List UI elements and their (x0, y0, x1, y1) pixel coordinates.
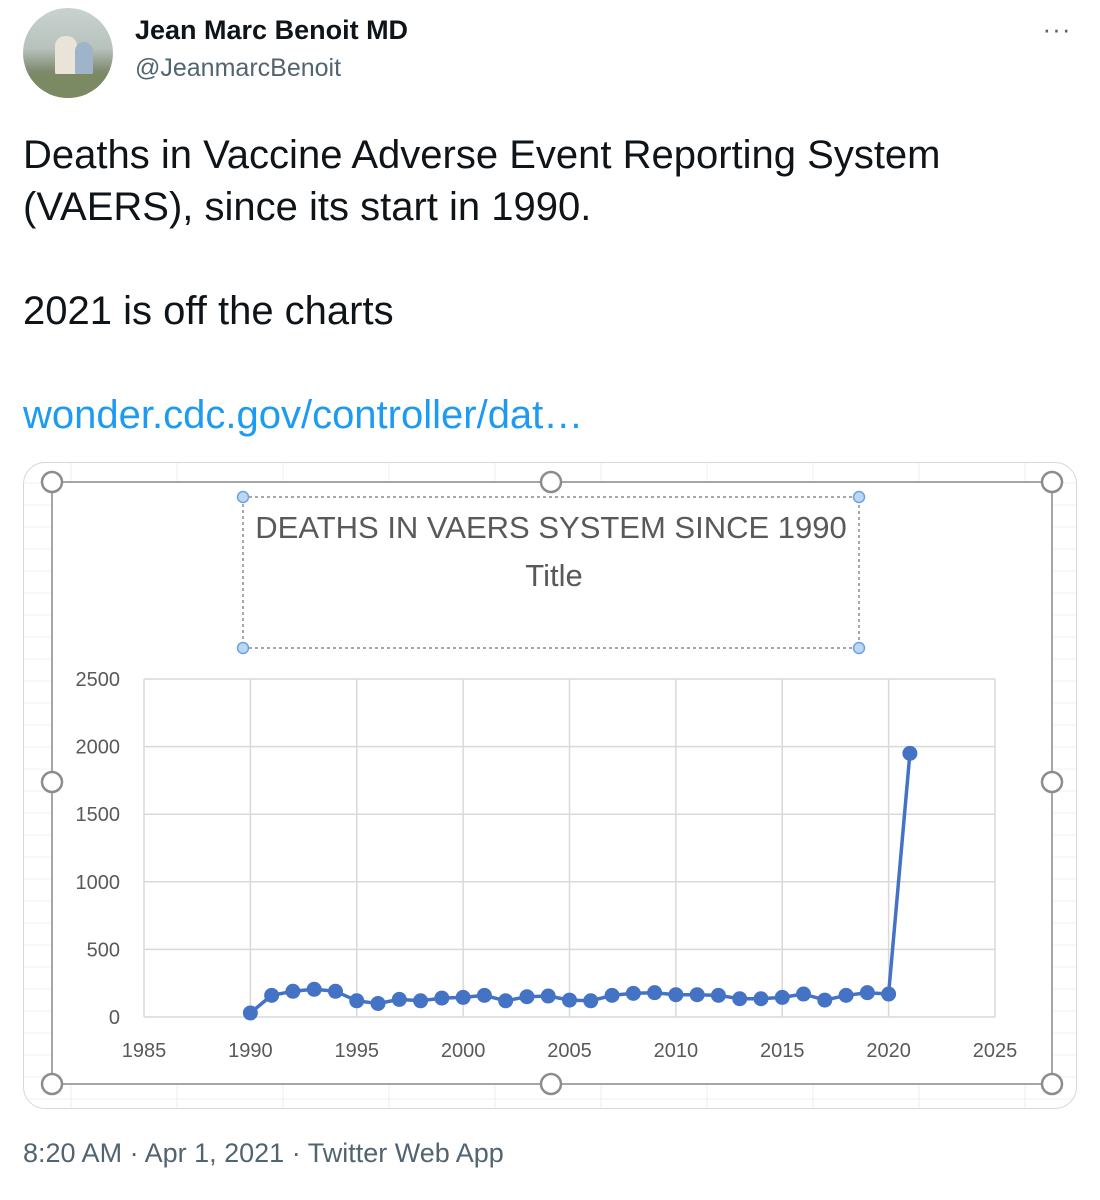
resize-handle-icon (40, 470, 64, 494)
chart: DEATHS IN VAERS SYSTEM SINCE 1990 Title … (24, 463, 1076, 1108)
resize-handle-icon (539, 470, 563, 494)
x-tick-label: 1990 (228, 1040, 273, 1062)
footer-separator: · (291, 1138, 301, 1168)
title-handle-icon (236, 641, 250, 655)
y-tick-label: 2500 (76, 669, 121, 691)
x-axis-ticks: 1985 1990 1995 2000 2005 2010 2015 2020 2025 (122, 1040, 1018, 1062)
data-point (327, 983, 343, 999)
resize-handle-icon (40, 770, 64, 794)
tweet-client[interactable]: Twitter Web App (307, 1138, 504, 1168)
y-tick-label: 0 (109, 1007, 120, 1029)
data-point (710, 987, 726, 1003)
plot-gridlines (143, 678, 996, 1018)
data-point (647, 985, 663, 1001)
data-point (562, 992, 577, 1008)
data-point (796, 986, 812, 1002)
avatar-figure (55, 36, 77, 76)
resize-handle-icon (40, 1072, 64, 1096)
data-point (476, 987, 492, 1003)
title-handle-icon (852, 490, 866, 504)
data-point (349, 993, 365, 1009)
avatar-ground (23, 74, 113, 98)
data-point (498, 993, 514, 1009)
chart-title-box[interactable] (242, 496, 860, 649)
data-point (689, 987, 705, 1003)
data-point (264, 987, 280, 1003)
selection-handles (40, 470, 1064, 1096)
y-tick-label: 2000 (76, 737, 121, 759)
resize-handle-icon (1040, 470, 1064, 494)
series-points (242, 745, 918, 1021)
data-point (902, 745, 918, 761)
data-point (774, 989, 790, 1005)
data-point (583, 993, 599, 1009)
x-tick-label: 2025 (973, 1040, 1018, 1062)
data-point (370, 995, 386, 1011)
tweet-text-line: Deaths in Vaccine Adverse Event Reportin… (23, 133, 941, 177)
avatar-figure (75, 42, 93, 76)
y-axis-ticks: 0 500 1000 1500 2000 2500 (76, 669, 121, 1029)
x-tick-label: 2005 (547, 1040, 592, 1062)
y-tick-label: 1000 (76, 872, 121, 894)
x-tick-label: 2020 (866, 1040, 911, 1062)
data-point (455, 989, 471, 1005)
tweet-time[interactable]: 8:20 AM (23, 1138, 123, 1168)
footer-separator: · (129, 1138, 139, 1168)
data-point (817, 992, 833, 1008)
tweet-text-line: 2021 is off the charts (23, 289, 394, 333)
data-point (242, 1005, 258, 1021)
data-point (668, 987, 684, 1003)
avatar[interactable] (23, 8, 113, 98)
x-tick-label: 1985 (122, 1040, 167, 1062)
y-tick-label: 1500 (76, 804, 121, 826)
user-handle[interactable]: @JeanmarcBenoit (135, 54, 342, 82)
data-point (413, 993, 429, 1009)
data-point (306, 981, 322, 997)
tweet-date[interactable]: Apr 1, 2021 (144, 1138, 285, 1168)
x-tick-label: 2000 (441, 1040, 486, 1062)
more-horizontal-icon[interactable]: ··· (1042, 14, 1072, 44)
chart-title: DEATHS IN VAERS SYSTEM SINCE 1990 (255, 510, 846, 545)
data-point (434, 990, 450, 1006)
tweet-text-line: (VAERS), since its start in 1990. (23, 185, 592, 229)
resize-handle-icon (1040, 770, 1064, 794)
tweet-link[interactable]: wonder.cdc.gov/controller/dat… (23, 393, 584, 437)
data-point (838, 987, 854, 1003)
tweet-footer: 8:20 AM · Apr 1, 2021 · Twitter Web App (23, 1138, 504, 1169)
x-tick-label: 2010 (654, 1040, 699, 1062)
display-name[interactable]: Jean Marc Benoit MD (135, 15, 409, 45)
title-handle-icon (852, 641, 866, 655)
data-point (881, 986, 897, 1002)
data-point (625, 985, 641, 1001)
tweet-media-chart[interactable]: DEATHS IN VAERS SYSTEM SINCE 1990 Title … (23, 462, 1077, 1109)
data-point (859, 985, 875, 1001)
data-point (604, 987, 620, 1003)
x-tick-label: 2015 (760, 1040, 805, 1062)
resize-handle-icon (1040, 1072, 1064, 1096)
data-point (285, 983, 301, 999)
data-point (732, 991, 748, 1007)
resize-handle-icon (539, 1072, 563, 1096)
data-point (391, 991, 407, 1007)
chart-title-placeholder: Title (525, 558, 582, 593)
y-tick-label: 500 (87, 939, 120, 961)
data-point (753, 991, 769, 1007)
title-handle-icon (236, 490, 250, 504)
data-point (519, 989, 535, 1005)
x-tick-label: 1995 (335, 1040, 380, 1062)
data-point (540, 988, 556, 1004)
